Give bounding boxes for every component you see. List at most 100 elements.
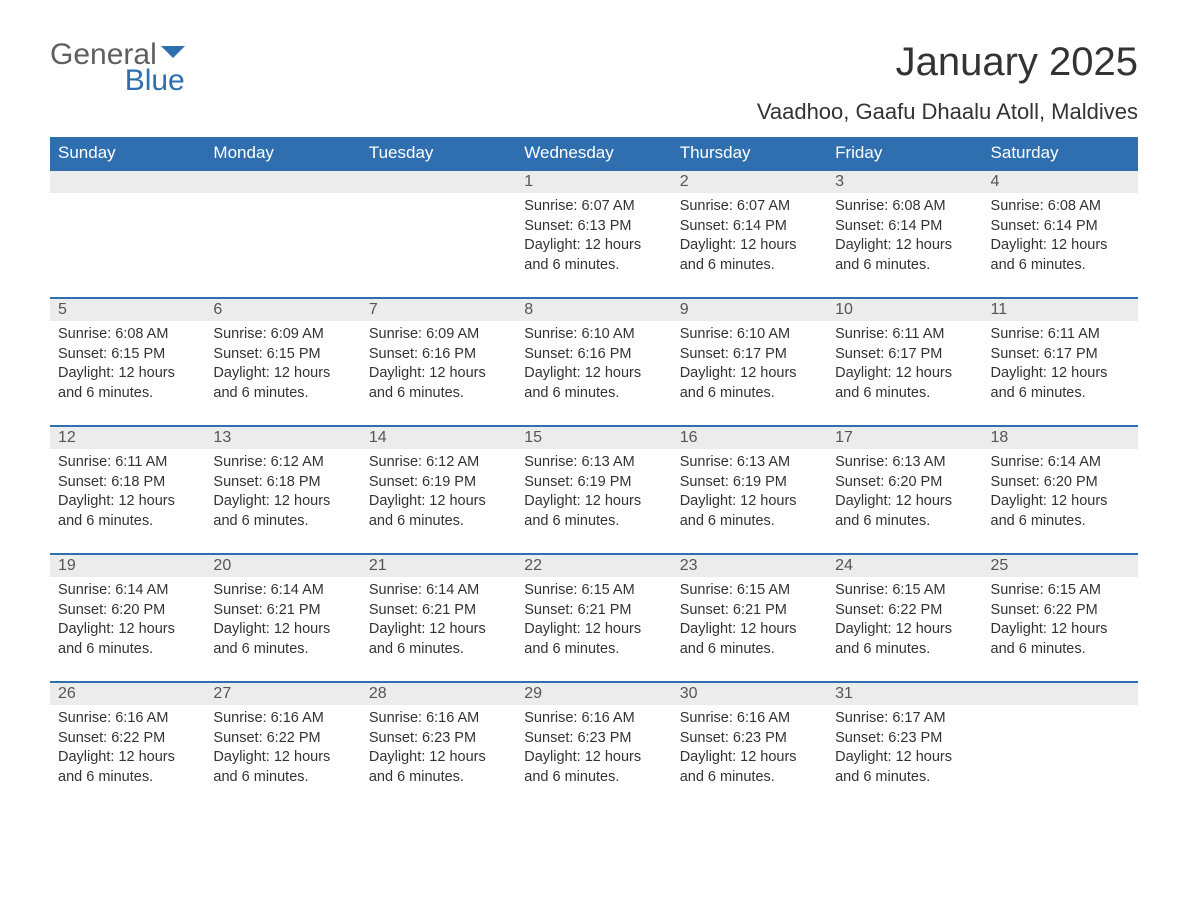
sunrise-text: Sunrise: 6:15 AM xyxy=(524,581,665,601)
sunrise-text: Sunrise: 6:16 AM xyxy=(58,709,199,729)
sunset-text: Sunset: 6:21 PM xyxy=(369,601,510,621)
sunrise-text: Sunrise: 6:14 AM xyxy=(991,453,1132,473)
calendar-day-cell: . xyxy=(205,169,360,297)
day-number: 30 xyxy=(672,683,827,705)
daylight-text-line2: and 6 minutes. xyxy=(58,640,199,660)
weekday-header: Wednesday xyxy=(516,137,671,169)
weekday-header: Tuesday xyxy=(361,137,516,169)
sunset-text: Sunset: 6:21 PM xyxy=(680,601,821,621)
calendar-day-cell: . xyxy=(983,681,1138,809)
daylight-text-line1: Daylight: 12 hours xyxy=(58,620,199,640)
sunset-text: Sunset: 6:23 PM xyxy=(680,729,821,749)
daylight-text-line2: and 6 minutes. xyxy=(835,512,976,532)
day-number: 11 xyxy=(983,299,1138,321)
sunrise-text: Sunrise: 6:15 AM xyxy=(835,581,976,601)
sunset-text: Sunset: 6:17 PM xyxy=(991,345,1132,365)
sunrise-text: Sunrise: 6:14 AM xyxy=(213,581,354,601)
sunrise-text: Sunrise: 6:14 AM xyxy=(369,581,510,601)
daylight-text-line2: and 6 minutes. xyxy=(58,512,199,532)
day-number: 1 xyxy=(516,171,671,193)
daylight-text-line2: and 6 minutes. xyxy=(680,768,821,788)
sunrise-text: Sunrise: 6:11 AM xyxy=(991,325,1132,345)
sunrise-text: Sunrise: 6:13 AM xyxy=(524,453,665,473)
day-number: 5 xyxy=(50,299,205,321)
sunrise-text: Sunrise: 6:09 AM xyxy=(369,325,510,345)
sunrise-text: Sunrise: 6:10 AM xyxy=(524,325,665,345)
daylight-text-line2: and 6 minutes. xyxy=(524,384,665,404)
sunset-text: Sunset: 6:14 PM xyxy=(835,217,976,237)
sunset-text: Sunset: 6:18 PM xyxy=(58,473,199,493)
sunset-text: Sunset: 6:16 PM xyxy=(524,345,665,365)
daylight-text-line1: Daylight: 12 hours xyxy=(369,492,510,512)
calendar-day-cell: 10Sunrise: 6:11 AMSunset: 6:17 PMDayligh… xyxy=(827,297,982,425)
daylight-text-line1: Daylight: 12 hours xyxy=(213,364,354,384)
sunrise-text: Sunrise: 6:16 AM xyxy=(213,709,354,729)
weekday-header-row: Sunday Monday Tuesday Wednesday Thursday… xyxy=(50,137,1138,169)
daylight-text-line2: and 6 minutes. xyxy=(680,256,821,276)
calendar-day-cell: 21Sunrise: 6:14 AMSunset: 6:21 PMDayligh… xyxy=(361,553,516,681)
sunset-text: Sunset: 6:19 PM xyxy=(524,473,665,493)
logo: General Blue xyxy=(50,40,185,96)
day-number: 26 xyxy=(50,683,205,705)
daylight-text-line2: and 6 minutes. xyxy=(835,256,976,276)
sunrise-text: Sunrise: 6:14 AM xyxy=(58,581,199,601)
daylight-text-line1: Daylight: 12 hours xyxy=(369,364,510,384)
sunrise-text: Sunrise: 6:13 AM xyxy=(680,453,821,473)
calendar-day-cell: 20Sunrise: 6:14 AMSunset: 6:21 PMDayligh… xyxy=(205,553,360,681)
daylight-text-line2: and 6 minutes. xyxy=(213,768,354,788)
day-number: 23 xyxy=(672,555,827,577)
calendar-day-cell: 30Sunrise: 6:16 AMSunset: 6:23 PMDayligh… xyxy=(672,681,827,809)
day-number: 20 xyxy=(205,555,360,577)
daylight-text-line2: and 6 minutes. xyxy=(991,256,1132,276)
daylight-text-line1: Daylight: 12 hours xyxy=(991,364,1132,384)
sunset-text: Sunset: 6:17 PM xyxy=(680,345,821,365)
sunrise-text: Sunrise: 6:08 AM xyxy=(58,325,199,345)
day-number: 7 xyxy=(361,299,516,321)
sunrise-text: Sunrise: 6:16 AM xyxy=(524,709,665,729)
calendar-day-cell: 31Sunrise: 6:17 AMSunset: 6:23 PMDayligh… xyxy=(827,681,982,809)
sunrise-text: Sunrise: 6:11 AM xyxy=(835,325,976,345)
calendar-day-cell: 27Sunrise: 6:16 AMSunset: 6:22 PMDayligh… xyxy=(205,681,360,809)
daylight-text-line2: and 6 minutes. xyxy=(680,640,821,660)
calendar-day-cell: 5Sunrise: 6:08 AMSunset: 6:15 PMDaylight… xyxy=(50,297,205,425)
calendar-day-cell: 15Sunrise: 6:13 AMSunset: 6:19 PMDayligh… xyxy=(516,425,671,553)
sunset-text: Sunset: 6:22 PM xyxy=(835,601,976,621)
calendar-day-cell: 23Sunrise: 6:15 AMSunset: 6:21 PMDayligh… xyxy=(672,553,827,681)
calendar-day-cell: 7Sunrise: 6:09 AMSunset: 6:16 PMDaylight… xyxy=(361,297,516,425)
daylight-text-line1: Daylight: 12 hours xyxy=(680,364,821,384)
calendar-day-cell: 28Sunrise: 6:16 AMSunset: 6:23 PMDayligh… xyxy=(361,681,516,809)
calendar-day-cell: 22Sunrise: 6:15 AMSunset: 6:21 PMDayligh… xyxy=(516,553,671,681)
calendar-week-row: 26Sunrise: 6:16 AMSunset: 6:22 PMDayligh… xyxy=(50,681,1138,809)
day-number: 10 xyxy=(827,299,982,321)
calendar-day-cell: 1Sunrise: 6:07 AMSunset: 6:13 PMDaylight… xyxy=(516,169,671,297)
day-number: 29 xyxy=(516,683,671,705)
sunset-text: Sunset: 6:23 PM xyxy=(835,729,976,749)
calendar-day-cell: 13Sunrise: 6:12 AMSunset: 6:18 PMDayligh… xyxy=(205,425,360,553)
day-number: 3 xyxy=(827,171,982,193)
sunrise-text: Sunrise: 6:15 AM xyxy=(991,581,1132,601)
daylight-text-line2: and 6 minutes. xyxy=(991,384,1132,404)
day-number: 12 xyxy=(50,427,205,449)
sunrise-text: Sunrise: 6:07 AM xyxy=(680,197,821,217)
page-title: January 2025 xyxy=(757,40,1138,85)
daylight-text-line2: and 6 minutes. xyxy=(835,640,976,660)
weekday-header: Sunday xyxy=(50,137,205,169)
sunset-text: Sunset: 6:23 PM xyxy=(369,729,510,749)
calendar-day-cell: 9Sunrise: 6:10 AMSunset: 6:17 PMDaylight… xyxy=(672,297,827,425)
sunset-text: Sunset: 6:21 PM xyxy=(524,601,665,621)
weekday-header: Saturday xyxy=(983,137,1138,169)
day-number: 19 xyxy=(50,555,205,577)
daylight-text-line1: Daylight: 12 hours xyxy=(58,492,199,512)
daylight-text-line2: and 6 minutes. xyxy=(524,768,665,788)
calendar-day-cell: 6Sunrise: 6:09 AMSunset: 6:15 PMDaylight… xyxy=(205,297,360,425)
sunset-text: Sunset: 6:14 PM xyxy=(991,217,1132,237)
day-number: 21 xyxy=(361,555,516,577)
daylight-text-line2: and 6 minutes. xyxy=(835,768,976,788)
calendar-day-cell: 17Sunrise: 6:13 AMSunset: 6:20 PMDayligh… xyxy=(827,425,982,553)
calendar-week-row: 12Sunrise: 6:11 AMSunset: 6:18 PMDayligh… xyxy=(50,425,1138,553)
daylight-text-line1: Daylight: 12 hours xyxy=(835,492,976,512)
calendar-day-cell: 2Sunrise: 6:07 AMSunset: 6:14 PMDaylight… xyxy=(672,169,827,297)
day-number: 15 xyxy=(516,427,671,449)
calendar-table: Sunday Monday Tuesday Wednesday Thursday… xyxy=(50,137,1138,809)
sunset-text: Sunset: 6:23 PM xyxy=(524,729,665,749)
